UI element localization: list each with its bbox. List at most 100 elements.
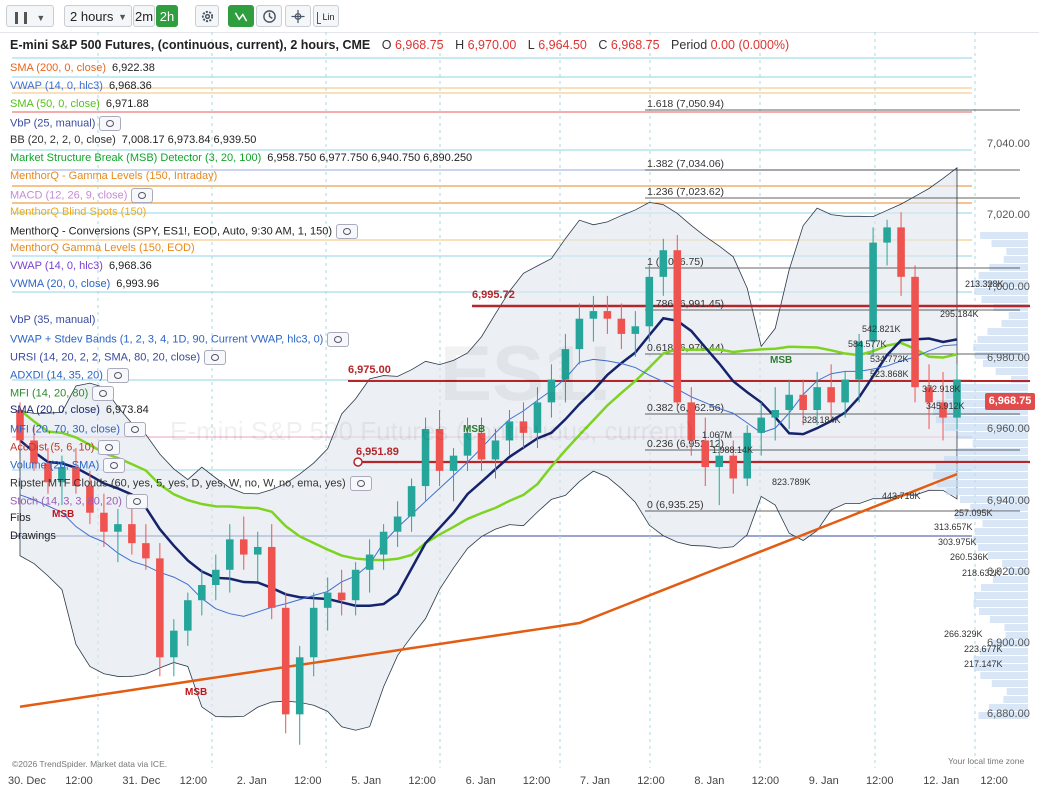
- chart-area[interactable]: 6,995.72 6,975.00 6,951.89 1.618 (7,050.94)…: [0, 32, 1039, 800]
- legend-item[interactable]: MFI (14, 20, 80): [10, 386, 115, 401]
- candle-body[interactable]: [925, 387, 933, 403]
- candle-body[interactable]: [785, 394, 793, 410]
- legend-item[interactable]: SMA (200, 0, close) 6,922.38: [10, 62, 155, 74]
- candle-body[interactable]: [225, 539, 234, 570]
- replay-button[interactable]: [256, 5, 282, 27]
- legend-item[interactable]: MenthorQ Gamma Levels (150, EOD): [10, 242, 195, 254]
- candle-body[interactable]: [114, 524, 122, 532]
- candle-body[interactable]: [477, 432, 486, 460]
- legend-item[interactable]: VbP (35, manual): [10, 314, 95, 326]
- candle-body[interactable]: [715, 455, 724, 468]
- auto-trendlines-button[interactable]: [228, 5, 254, 27]
- candle-body[interactable]: [393, 516, 402, 532]
- candle-body[interactable]: [351, 569, 360, 601]
- eye-icon[interactable]: [106, 368, 129, 383]
- candle-body[interactable]: [435, 429, 444, 471]
- legend-item[interactable]: Volume (20, SMA): [10, 458, 126, 473]
- eye-icon[interactable]: [103, 458, 126, 473]
- candle-body[interactable]: [561, 349, 570, 380]
- candle-body[interactable]: [184, 600, 192, 631]
- legend-item[interactable]: URSI (14, 20, 2, 2, SMA, 80, 20, close): [10, 350, 227, 365]
- candle-body[interactable]: [267, 546, 276, 608]
- candle-body[interactable]: [407, 486, 416, 517]
- candle-body[interactable]: [16, 410, 24, 441]
- candle-body[interactable]: [799, 394, 807, 410]
- legend-item[interactable]: MenthorQ Blind Spots (150): [10, 206, 146, 218]
- candle-body[interactable]: [505, 421, 514, 441]
- candle-body[interactable]: [365, 554, 374, 570]
- legend-item[interactable]: MFI (20, 70, 30, close): [10, 422, 147, 437]
- candle-body[interactable]: [491, 440, 500, 460]
- legend-item[interactable]: Ripster MTF Clouds (60, yes, 5, yes, D, …: [10, 476, 372, 491]
- eye-icon[interactable]: [99, 116, 122, 131]
- candle-body[interactable]: [337, 592, 346, 601]
- legend-item[interactable]: VWAP (14, 0, hlc3) 6,968.36: [10, 80, 152, 92]
- legend-item[interactable]: SMA (20, 0, close) 6,973.84: [10, 404, 149, 416]
- legend-item[interactable]: VWAP + Stdev Bands (1, 2, 3, 4, 1D, 90, …: [10, 332, 350, 347]
- candle-body[interactable]: [379, 531, 388, 555]
- candle-body[interactable]: [883, 227, 891, 243]
- candle-body[interactable]: [603, 311, 612, 319]
- candle-body[interactable]: [44, 463, 52, 483]
- candle-body[interactable]: [128, 524, 136, 544]
- legend-item[interactable]: Stoch (14, 3, 3, 80, 20): [10, 494, 148, 509]
- candle-body[interactable]: [771, 410, 779, 418]
- candle-body[interactable]: [869, 242, 877, 342]
- candle-body[interactable]: [673, 250, 682, 403]
- eye-icon[interactable]: [98, 440, 121, 455]
- candle-body[interactable]: [58, 467, 66, 483]
- candle-body[interactable]: [281, 607, 290, 715]
- candle-body[interactable]: [239, 539, 248, 555]
- candle-body[interactable]: [295, 657, 304, 715]
- legend-item[interactable]: Market Structure Break (MSB) Detector (3…: [10, 152, 472, 164]
- candle-body[interactable]: [463, 432, 472, 456]
- eye-icon[interactable]: [327, 332, 350, 347]
- candle-body[interactable]: [659, 250, 668, 277]
- eye-icon[interactable]: [131, 188, 154, 203]
- eye-icon[interactable]: [336, 224, 359, 239]
- candle-body[interactable]: [100, 512, 108, 532]
- candle-body[interactable]: [519, 421, 528, 433]
- candle-body[interactable]: [645, 276, 654, 327]
- candle-body[interactable]: [827, 387, 835, 403]
- eye-icon[interactable]: [204, 350, 227, 365]
- candle-body[interactable]: [729, 455, 738, 479]
- candle-body[interactable]: [253, 546, 262, 555]
- legend-item[interactable]: VbP (25, manual): [10, 116, 122, 131]
- legend-item[interactable]: Fibs: [10, 512, 31, 524]
- legend-item[interactable]: MenthorQ - Gamma Levels (150, Intraday): [10, 170, 217, 182]
- level-anchor-handle[interactable]: [353, 457, 363, 467]
- candle-body[interactable]: [212, 569, 220, 585]
- legend-item[interactable]: VWAP (14, 0, hlc3) 6,968.36: [10, 260, 152, 272]
- candle-body[interactable]: [533, 402, 542, 433]
- candle-body[interactable]: [198, 585, 206, 601]
- candle-body[interactable]: [142, 543, 150, 559]
- candle-body[interactable]: [841, 379, 849, 403]
- price-chart[interactable]: 6,995.72 6,975.00 6,951.89 1.618 (7,050.94)…: [0, 32, 1039, 800]
- candle-body[interactable]: [309, 607, 318, 658]
- settings-button[interactable]: [195, 5, 219, 27]
- candle-body[interactable]: [855, 341, 863, 380]
- eye-icon[interactable]: [349, 476, 372, 491]
- interval-2h-button[interactable]: 2h: [156, 5, 178, 27]
- timezone-text[interactable]: Your local time zone: [948, 756, 1025, 766]
- interval-select[interactable]: 2 hours ▼: [64, 5, 132, 27]
- crosshair-button[interactable]: [285, 5, 311, 27]
- candle-body[interactable]: [953, 379, 961, 418]
- legend-item[interactable]: SMA (50, 0, close) 6,971.88: [10, 98, 149, 110]
- candle-body[interactable]: [575, 318, 584, 350]
- candle-body[interactable]: [631, 326, 640, 334]
- interval-2m-button[interactable]: 2m: [133, 5, 155, 27]
- legend-item[interactable]: Drawings: [10, 530, 56, 542]
- candle-body[interactable]: [156, 558, 164, 658]
- candle-body[interactable]: [449, 455, 458, 471]
- legend-item[interactable]: ADXDI (14, 35, 20): [10, 368, 129, 383]
- candle-body[interactable]: [617, 318, 626, 334]
- candle-body[interactable]: [939, 402, 947, 418]
- candle-body[interactable]: [323, 592, 332, 608]
- candle-body[interactable]: [421, 429, 430, 487]
- legend-item[interactable]: AccDist (5, 6, 10): [10, 440, 121, 455]
- candle-body[interactable]: [72, 467, 80, 487]
- eye-icon[interactable]: [92, 386, 115, 401]
- legend-item[interactable]: MenthorQ - Conversions (SPY, ES1!, EOD, …: [10, 224, 359, 239]
